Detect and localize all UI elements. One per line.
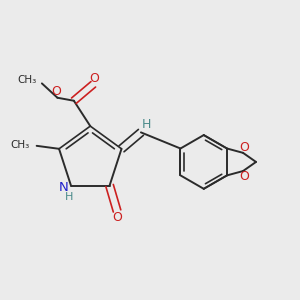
Text: N: N [58,181,68,194]
Text: O: O [240,170,249,183]
Text: CH₃: CH₃ [18,74,37,85]
Text: O: O [52,85,61,98]
Text: O: O [89,72,99,85]
Text: H: H [64,192,73,202]
Text: CH₃: CH₃ [11,140,30,150]
Text: O: O [113,211,123,224]
Text: H: H [142,118,151,131]
Text: O: O [240,141,249,154]
